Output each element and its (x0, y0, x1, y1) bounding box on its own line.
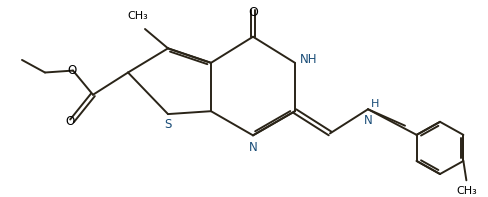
Text: NH: NH (299, 53, 317, 66)
Text: O: O (65, 115, 75, 128)
Text: S: S (164, 118, 171, 131)
Text: CH₃: CH₃ (127, 11, 148, 21)
Text: N: N (363, 114, 372, 127)
Text: O: O (67, 64, 77, 77)
Text: N: N (248, 141, 257, 154)
Text: CH₃: CH₃ (455, 186, 476, 196)
Text: H: H (370, 99, 379, 109)
Text: O: O (247, 6, 257, 19)
